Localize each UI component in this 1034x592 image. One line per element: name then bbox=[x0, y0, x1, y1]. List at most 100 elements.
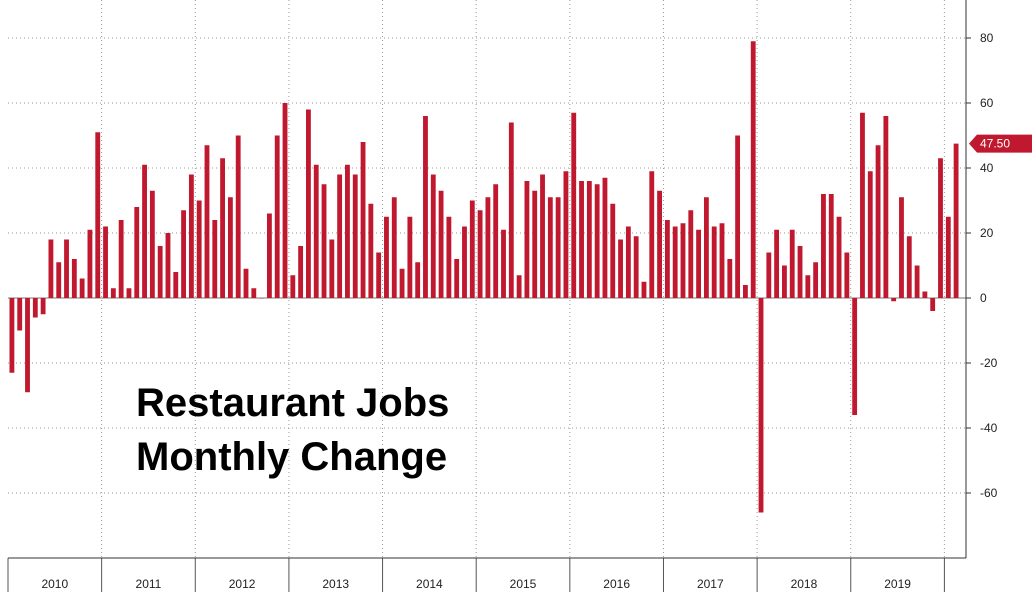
bar bbox=[87, 229, 93, 298]
bar bbox=[540, 174, 545, 298]
bar bbox=[493, 184, 499, 298]
bar bbox=[501, 229, 506, 298]
bar bbox=[875, 145, 881, 298]
bar bbox=[251, 288, 257, 298]
bar bbox=[165, 233, 171, 298]
bar bbox=[774, 229, 780, 298]
bar bbox=[860, 112, 865, 298]
bar bbox=[586, 181, 592, 298]
x-tick-label: 2016 bbox=[603, 577, 630, 591]
bar bbox=[446, 216, 452, 298]
bar bbox=[469, 200, 475, 298]
bar bbox=[32, 298, 38, 318]
bar bbox=[610, 203, 616, 298]
bar bbox=[766, 252, 772, 298]
bar bbox=[313, 164, 319, 298]
bar bbox=[735, 135, 741, 298]
bar bbox=[711, 226, 717, 298]
bar bbox=[345, 164, 350, 298]
bar bbox=[95, 132, 101, 298]
bar bbox=[173, 272, 179, 298]
bar bbox=[633, 236, 639, 298]
y-tick-label: 0 bbox=[980, 291, 987, 305]
bar bbox=[329, 239, 335, 298]
bar bbox=[579, 181, 584, 298]
bar bbox=[149, 190, 155, 298]
bar bbox=[212, 220, 218, 298]
y-tick-label: -40 bbox=[980, 421, 998, 435]
x-tick-label: 2019 bbox=[884, 577, 911, 591]
bar bbox=[594, 184, 600, 298]
bar bbox=[750, 41, 756, 298]
bar bbox=[727, 259, 733, 298]
bar bbox=[485, 197, 491, 298]
bar bbox=[227, 197, 233, 298]
bar bbox=[696, 229, 702, 298]
title-line-1: Restaurant Jobs bbox=[136, 381, 449, 425]
chart-title: Restaurant Jobs Monthly Change bbox=[136, 381, 449, 479]
bar bbox=[157, 246, 163, 298]
bar bbox=[110, 288, 116, 298]
bar bbox=[719, 223, 725, 298]
bar bbox=[56, 262, 62, 298]
bar bbox=[672, 226, 678, 298]
bar bbox=[797, 246, 803, 298]
last-value-badge-text: 47.50 bbox=[980, 137, 1010, 151]
bar bbox=[181, 210, 186, 298]
last-value-badge: 47.50 bbox=[969, 134, 1032, 153]
bar bbox=[899, 197, 904, 298]
bar bbox=[321, 184, 327, 298]
bar bbox=[703, 197, 709, 298]
bar bbox=[953, 143, 959, 298]
bar bbox=[758, 298, 764, 513]
bar bbox=[571, 112, 577, 298]
bar bbox=[368, 203, 374, 298]
bar bbox=[821, 194, 826, 298]
bar bbox=[17, 298, 23, 331]
bar bbox=[555, 197, 561, 298]
bar bbox=[407, 216, 413, 298]
bar bbox=[48, 239, 54, 298]
bar bbox=[547, 197, 553, 298]
bar bbox=[602, 177, 608, 298]
bar bbox=[563, 171, 569, 298]
bar bbox=[454, 259, 460, 298]
bar bbox=[508, 122, 514, 298]
bar bbox=[852, 298, 858, 415]
bar bbox=[867, 171, 873, 298]
bar bbox=[220, 158, 226, 298]
bar bbox=[922, 291, 928, 298]
grid-layer bbox=[8, 0, 966, 558]
bar bbox=[360, 142, 366, 298]
bar bbox=[532, 190, 538, 298]
bar bbox=[462, 226, 467, 298]
x-tick-label: 2012 bbox=[229, 577, 256, 591]
bar bbox=[9, 298, 15, 373]
x-tick-label: 2017 bbox=[697, 577, 724, 591]
bar bbox=[891, 298, 897, 302]
bar bbox=[782, 265, 787, 298]
y-tick-label: 40 bbox=[980, 161, 994, 175]
bar bbox=[40, 298, 46, 315]
bar bbox=[282, 103, 288, 298]
bar bbox=[625, 226, 631, 298]
bar bbox=[142, 164, 147, 298]
bar bbox=[883, 116, 889, 298]
bar bbox=[376, 252, 382, 298]
bar bbox=[274, 135, 280, 298]
bar bbox=[64, 239, 69, 298]
bar bbox=[134, 207, 140, 298]
bar bbox=[664, 220, 670, 298]
x-tick-label: 2010 bbox=[41, 577, 68, 591]
bar bbox=[516, 275, 522, 298]
bar bbox=[680, 223, 686, 298]
bar bbox=[352, 174, 358, 298]
bar bbox=[930, 298, 936, 311]
bar bbox=[945, 216, 951, 298]
bar bbox=[906, 236, 912, 298]
bar bbox=[438, 190, 444, 298]
y-tick-label: 20 bbox=[980, 226, 994, 240]
bar bbox=[828, 194, 834, 298]
bar bbox=[25, 298, 30, 393]
